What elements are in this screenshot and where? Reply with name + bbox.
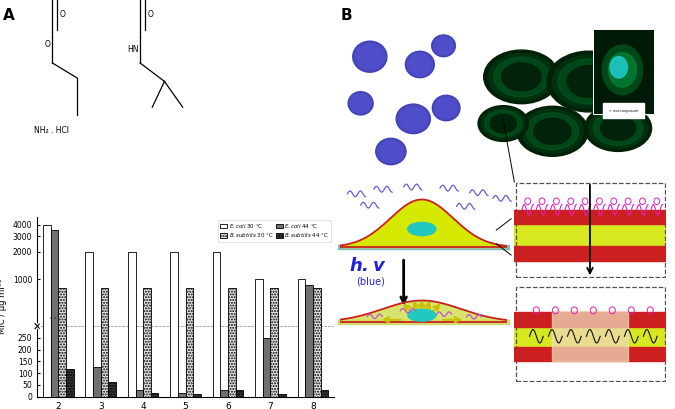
Bar: [263, 338, 271, 397]
Bar: [101, 288, 109, 397]
Text: ' ': ' ': [50, 317, 56, 323]
Ellipse shape: [521, 110, 583, 153]
Ellipse shape: [601, 116, 636, 140]
Ellipse shape: [552, 55, 625, 108]
Bar: [66, 369, 74, 397]
Ellipse shape: [589, 108, 647, 148]
Ellipse shape: [610, 56, 628, 78]
Bar: [236, 390, 243, 397]
Bar: [193, 394, 201, 397]
Ellipse shape: [478, 106, 529, 142]
Bar: [213, 252, 221, 397]
Ellipse shape: [481, 108, 525, 139]
Bar: [271, 288, 278, 397]
Ellipse shape: [435, 38, 452, 54]
Bar: [151, 393, 159, 397]
Ellipse shape: [558, 59, 620, 104]
Ellipse shape: [353, 41, 387, 72]
Bar: [228, 288, 236, 397]
Ellipse shape: [348, 92, 373, 115]
Ellipse shape: [493, 57, 549, 97]
Ellipse shape: [547, 51, 630, 112]
Ellipse shape: [526, 113, 578, 150]
Text: trans-AMPR9: trans-AMPR9: [523, 170, 556, 175]
Bar: [298, 279, 305, 397]
Ellipse shape: [534, 118, 571, 144]
Text: NH₂ . HCl: NH₂ . HCl: [34, 126, 69, 135]
Bar: [321, 390, 328, 397]
Bar: [43, 225, 51, 397]
Bar: [514, 327, 666, 347]
Bar: [514, 347, 666, 361]
Ellipse shape: [585, 105, 651, 151]
Ellipse shape: [593, 111, 643, 145]
Text: O: O: [45, 40, 51, 49]
Bar: [516, 183, 665, 277]
Bar: [128, 252, 136, 397]
Bar: [143, 288, 151, 397]
Bar: [170, 252, 178, 397]
Ellipse shape: [433, 95, 460, 121]
Ellipse shape: [432, 35, 456, 57]
Bar: [516, 287, 665, 382]
Bar: [86, 252, 93, 397]
Text: A: A: [3, 8, 15, 23]
Ellipse shape: [409, 54, 431, 74]
Bar: [514, 246, 666, 261]
Bar: [514, 210, 666, 224]
Bar: [178, 393, 186, 397]
Bar: [51, 230, 58, 397]
Bar: [255, 279, 263, 397]
Bar: [109, 382, 116, 397]
Bar: [221, 390, 228, 397]
Text: HN: HN: [127, 45, 138, 54]
Ellipse shape: [376, 138, 406, 165]
Ellipse shape: [489, 54, 554, 100]
Ellipse shape: [517, 106, 588, 156]
Bar: [136, 390, 143, 397]
Ellipse shape: [608, 53, 637, 87]
Ellipse shape: [485, 110, 522, 137]
Bar: [514, 224, 666, 246]
Text: + over-exposure: + over-exposure: [609, 109, 639, 113]
Bar: [514, 312, 666, 327]
Ellipse shape: [408, 309, 436, 321]
Text: O: O: [59, 10, 65, 19]
Text: cis-AMPR9: cis-AMPR9: [393, 170, 421, 175]
Ellipse shape: [379, 142, 402, 162]
Bar: [552, 311, 628, 361]
Ellipse shape: [400, 108, 426, 130]
Bar: [58, 288, 66, 397]
Bar: [93, 367, 101, 397]
Legend: $\it{E. coli}$ 30 °C, $\it{B. subtilis}$ 30 °C, $\it{E. coli}$ 44 °C, $\it{B. su: $\it{E. coli}$ 30 °C, $\it{B. subtilis}$…: [218, 220, 331, 242]
Ellipse shape: [357, 45, 383, 68]
Bar: [186, 288, 193, 397]
Ellipse shape: [396, 104, 431, 134]
Text: (blue): (blue): [356, 276, 385, 287]
Text: B: B: [341, 8, 352, 23]
Bar: [305, 285, 313, 397]
Ellipse shape: [351, 94, 370, 112]
Text: O: O: [147, 10, 153, 19]
Ellipse shape: [602, 45, 643, 95]
Ellipse shape: [567, 66, 611, 97]
Ellipse shape: [436, 99, 456, 117]
Ellipse shape: [502, 63, 541, 91]
Ellipse shape: [490, 114, 516, 133]
Bar: [313, 288, 321, 397]
Ellipse shape: [484, 50, 559, 104]
Ellipse shape: [408, 222, 436, 236]
Ellipse shape: [406, 51, 434, 78]
Bar: [278, 394, 286, 397]
Text: $\bfit{h.v}$: $\bfit{h.v}$: [349, 257, 387, 275]
Y-axis label: MIC / µg ml⁻¹: MIC / µg ml⁻¹: [0, 279, 7, 335]
